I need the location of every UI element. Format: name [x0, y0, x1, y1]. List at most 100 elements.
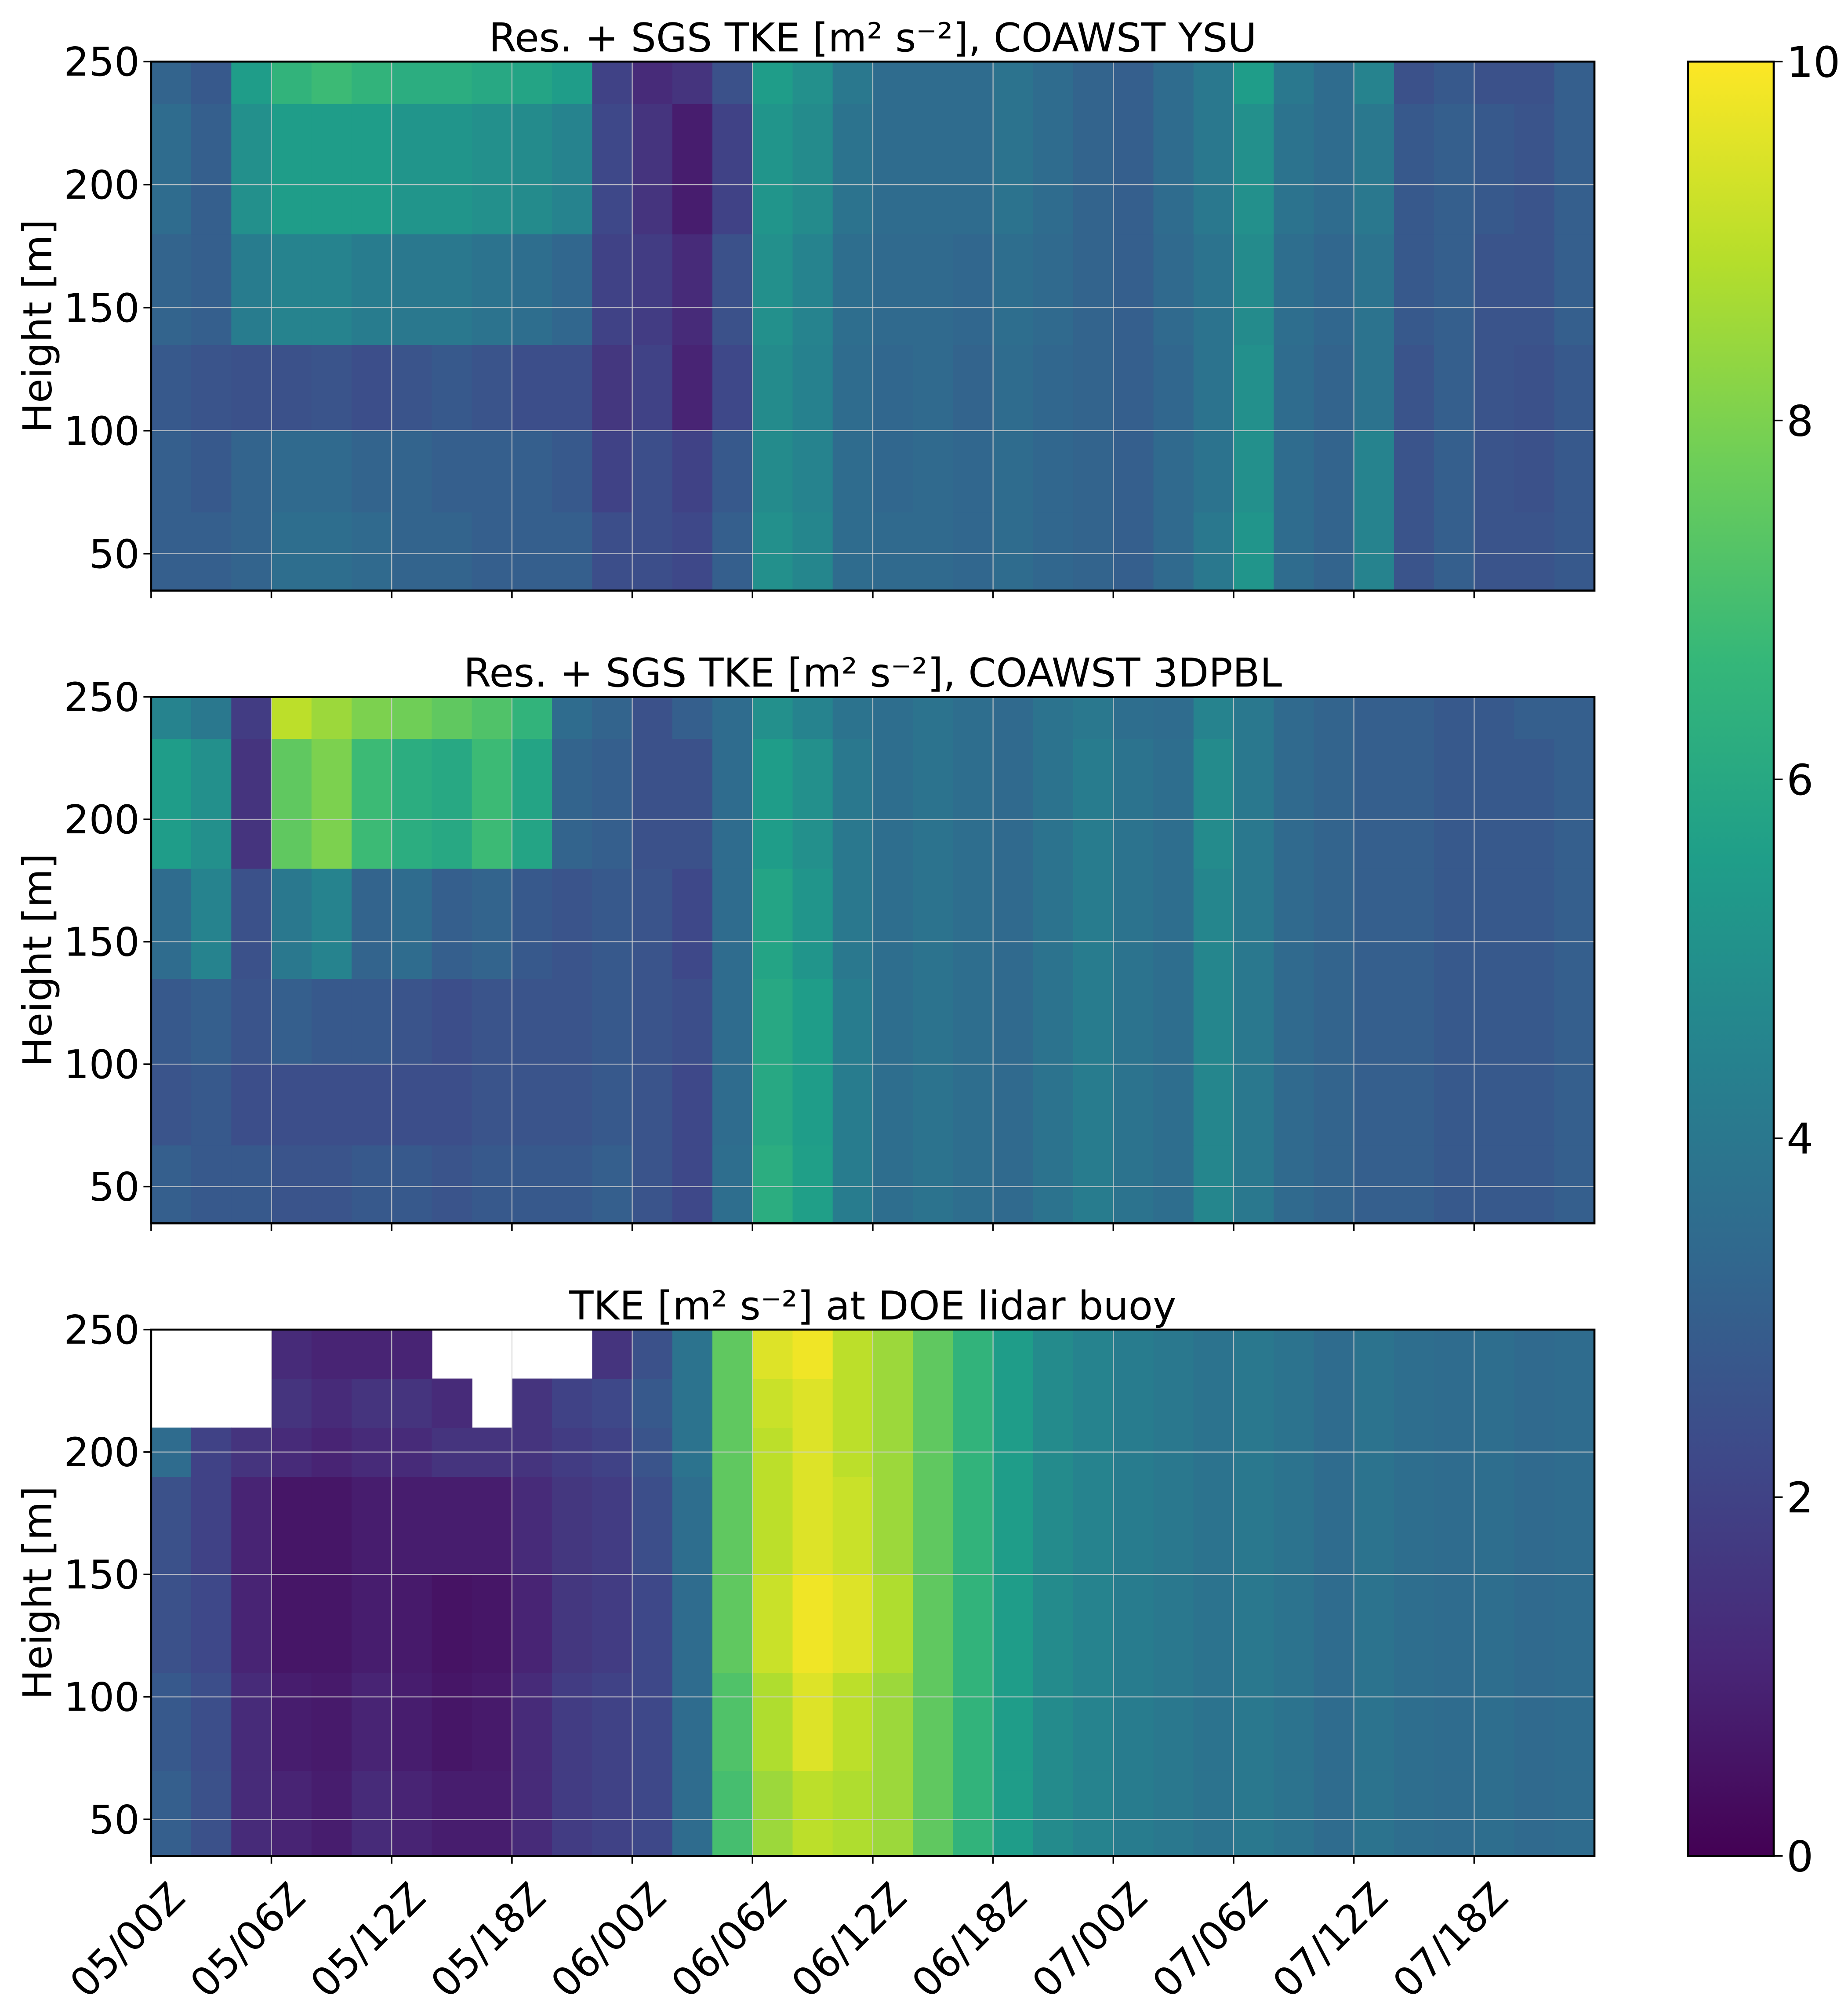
heat-cell	[632, 1770, 673, 1857]
heat-cell	[1354, 1145, 1395, 1224]
heat-cell	[592, 512, 633, 591]
heat-cell	[1394, 1145, 1435, 1224]
heat-cell	[351, 1330, 392, 1379]
heat-cell	[1193, 344, 1234, 431]
heat-cell	[1033, 697, 1074, 739]
heat-cell	[792, 1476, 833, 1575]
heat-cell	[632, 62, 673, 104]
heat-cell	[1193, 1378, 1234, 1428]
heat-cell	[592, 1378, 633, 1428]
heat-cell	[1554, 978, 1595, 1065]
heat-cell	[151, 1672, 192, 1771]
heat-cell	[1314, 1064, 1354, 1146]
heat-cell	[1033, 1770, 1074, 1857]
heat-cell	[191, 103, 232, 235]
heat-cell	[913, 1574, 954, 1673]
heat-cell	[752, 697, 793, 739]
heat-cell	[1233, 234, 1274, 345]
heat-cell	[1193, 512, 1234, 591]
heat-cell	[592, 1574, 633, 1673]
heat-cell	[472, 1476, 513, 1575]
heat-cell	[311, 868, 352, 979]
heat-cell	[592, 697, 633, 739]
heat-cell	[1434, 1064, 1475, 1146]
heat-cell	[191, 1672, 232, 1771]
heat-cell	[672, 868, 713, 979]
heat-cell	[1153, 1330, 1194, 1379]
heat-cell	[872, 1145, 914, 1224]
heat-cell	[552, 512, 593, 591]
colorbar-tick-label: 0	[1786, 1832, 1813, 1882]
heat-cell	[752, 62, 793, 104]
heat-cell	[1394, 430, 1435, 512]
heat-cell	[953, 1770, 994, 1857]
heat-cell	[1394, 1378, 1435, 1428]
heat-cell	[552, 868, 593, 979]
heat-cell	[792, 1378, 833, 1428]
heat-cell	[1474, 1145, 1515, 1224]
heat-cell	[1434, 103, 1475, 235]
heat-cell	[632, 512, 673, 591]
heat-cell	[351, 1145, 392, 1224]
heat-cell	[552, 103, 593, 235]
heat-cell	[832, 868, 874, 979]
heat-cell	[1274, 430, 1314, 512]
heat-cell	[632, 344, 673, 431]
heat-cell	[953, 1672, 994, 1771]
heat-cell	[792, 344, 833, 431]
heat-cell	[712, 978, 753, 1065]
heat-cell	[1073, 978, 1114, 1065]
heat-cell	[1274, 697, 1314, 739]
heat-cell	[1474, 697, 1515, 739]
heat-cell	[1113, 1330, 1154, 1379]
heat-cell	[913, 868, 954, 979]
heat-cell	[231, 697, 272, 739]
heat-cell	[1153, 1476, 1194, 1575]
heat-cell	[1073, 1672, 1114, 1771]
heat-cell	[1354, 344, 1395, 431]
heat-cell	[1474, 1330, 1515, 1379]
heat-cell	[351, 62, 392, 104]
heat-cell	[1193, 1145, 1234, 1224]
heat-cell	[832, 978, 874, 1065]
heat-cell	[1233, 697, 1274, 739]
heat-cell	[993, 978, 1034, 1065]
heat-cell	[1514, 512, 1555, 591]
heat-cell	[1514, 1330, 1555, 1379]
heat-cell	[512, 1064, 553, 1146]
heat-cell	[1394, 697, 1435, 739]
heat-cell	[832, 103, 874, 235]
heat-cell	[1233, 1672, 1274, 1771]
heat-cell	[1434, 512, 1475, 591]
heat-cell	[1514, 344, 1555, 431]
heat-cell	[832, 1064, 874, 1146]
heat-cell	[1073, 344, 1114, 431]
heat-cell	[552, 1770, 593, 1857]
heat-cell	[1434, 1770, 1475, 1857]
heat-cell	[231, 512, 272, 591]
heat-cell	[752, 103, 793, 235]
heat-cell	[1274, 62, 1314, 104]
heat-cell	[1153, 697, 1194, 739]
heat-cell	[1153, 512, 1194, 591]
heat-cell	[472, 1770, 513, 1857]
heat-cell	[993, 62, 1034, 104]
heat-cell	[1274, 1064, 1314, 1146]
heat-cell	[1514, 1574, 1555, 1673]
heat-cell	[712, 697, 753, 739]
heat-cell	[993, 512, 1034, 591]
heat-cell	[752, 738, 793, 869]
heat-cell	[792, 430, 833, 512]
heat-cell	[1354, 234, 1395, 345]
heat-cell	[953, 1145, 994, 1224]
heat-cell	[1113, 738, 1154, 869]
heat-cell	[712, 1476, 753, 1575]
heat-cell	[1314, 1330, 1354, 1379]
heat-cell	[632, 1145, 673, 1224]
heat-cell	[1434, 1330, 1475, 1379]
x-tick-label: 07/18Z	[1384, 1874, 1517, 2006]
heat-cell	[151, 697, 192, 739]
heat-cell	[231, 103, 272, 235]
heat-cell	[592, 344, 633, 431]
heat-cell	[672, 344, 713, 431]
